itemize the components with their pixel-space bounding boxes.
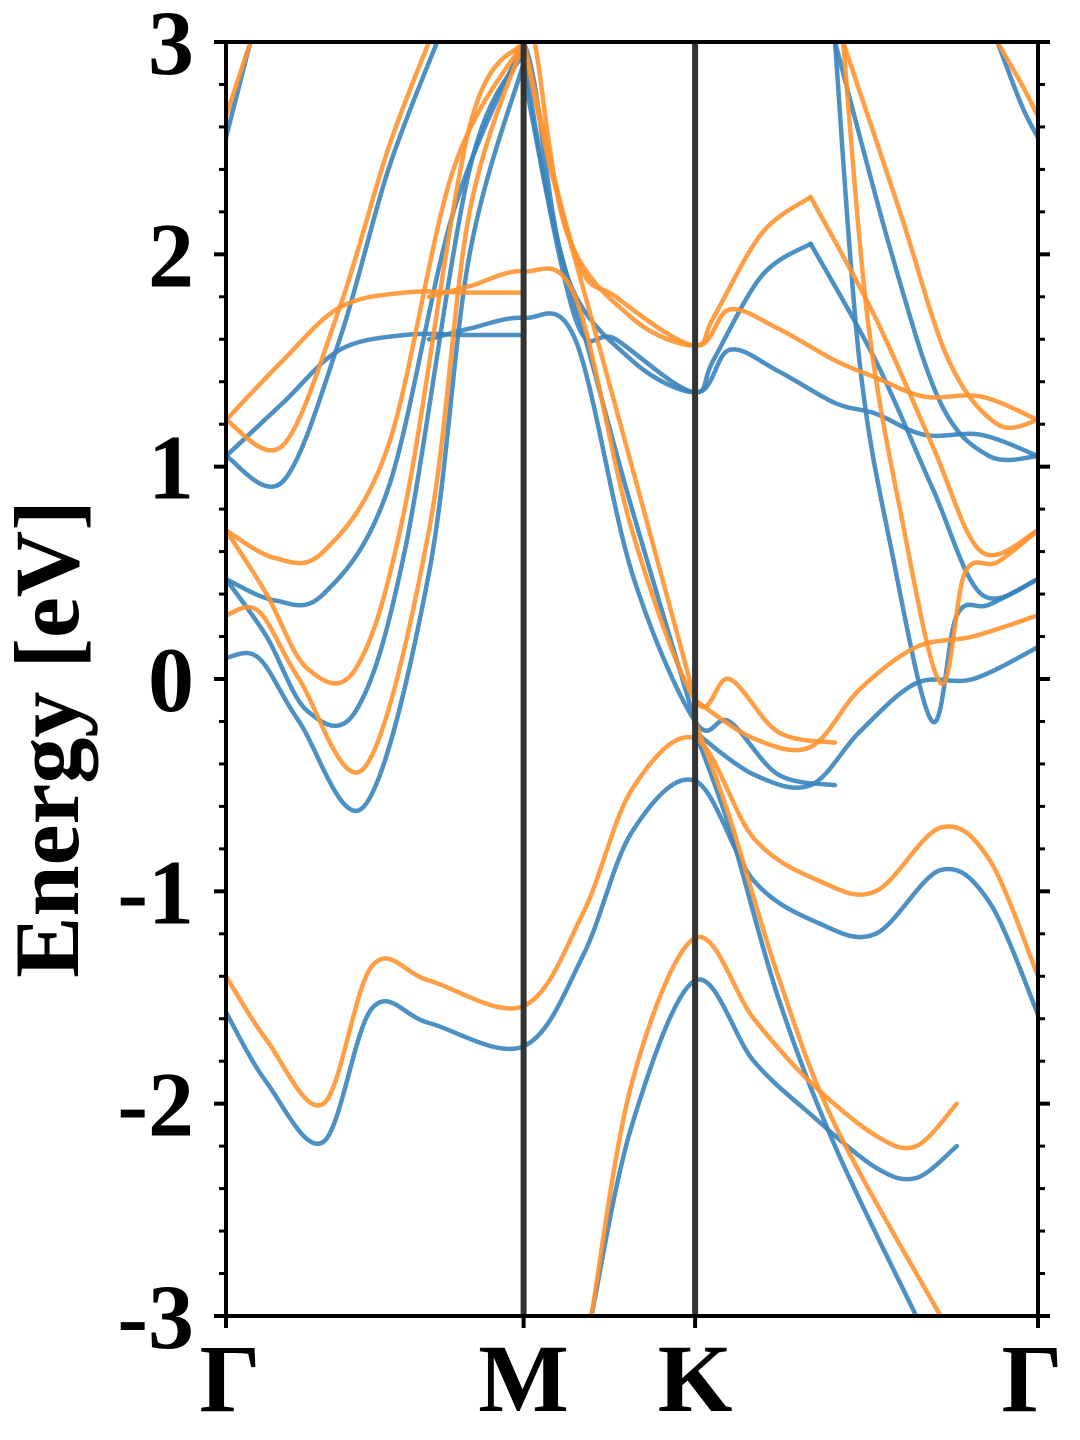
- bands-layer: [226, 42, 1038, 1316]
- band-line-series-1-1: [226, 777, 1038, 1147]
- band-line-series-2-2: [589, 934, 960, 1316]
- band-line-series-2-4: [226, 42, 526, 775]
- band-line-series-1-10: [426, 311, 838, 788]
- high-symmetry-lines: [520, 42, 699, 1316]
- x-tick-label-4: Γ: [1001, 1325, 1062, 1432]
- band-line-series-1-14: [692, 644, 1038, 790]
- y-tick-label-6: -2: [117, 1054, 194, 1156]
- band-line-series-2-16: [808, 194, 1038, 558]
- x-tick-label-2: M: [478, 1325, 569, 1432]
- y-tick-label-7: -3: [117, 1266, 194, 1368]
- y-tick-label-1: 3: [148, 0, 194, 94]
- band-line-series-2-8: [226, 289, 526, 423]
- band-line-series-2-6: [226, 42, 526, 566]
- x-tick-label-3: K: [658, 1325, 733, 1432]
- y-axis-label: Energy [eV]: [0, 500, 98, 978]
- band-line-series-1-4: [226, 60, 526, 813]
- y-tick-label-5: -1: [117, 841, 194, 943]
- band-line-series-2-14: [692, 613, 1038, 753]
- band-line-series-1-3: [692, 729, 919, 1316]
- band-line-series-2-18: [995, 42, 1038, 119]
- band-line-series-2-12: [521, 42, 698, 703]
- x-tick-label-1: Γ: [199, 1325, 260, 1432]
- band-line-series-1-17: [832, 42, 1038, 463]
- band-line-series-1-8: [226, 331, 526, 459]
- band-line-series-1-18: [995, 42, 1038, 140]
- band-line-series-1-15: [832, 42, 1038, 725]
- band-line-series-2-1: [226, 734, 1038, 1108]
- band-line-series-2-15: [840, 42, 1038, 686]
- band-line-series-2-13: [521, 42, 813, 348]
- y-tick-label-2: 2: [148, 204, 194, 306]
- band-line-series-2-3: [692, 719, 943, 1316]
- y-tick-label-3: 1: [148, 417, 194, 519]
- band-line-series-2-10: [426, 266, 838, 745]
- band-line-series-2-11: [521, 42, 1038, 423]
- y-tick-label-4: 0: [148, 629, 194, 731]
- band-line-series-1-7: [226, 42, 440, 489]
- band-line-series-2-17: [840, 42, 1038, 431]
- band-line-series-1-6: [226, 42, 526, 608]
- band-line-series-1-16: [808, 241, 1038, 601]
- band-line-series-2-9: [226, 42, 253, 119]
- band-line-series-1-11: [521, 71, 1038, 459]
- band-line-series-1-2: [589, 977, 960, 1316]
